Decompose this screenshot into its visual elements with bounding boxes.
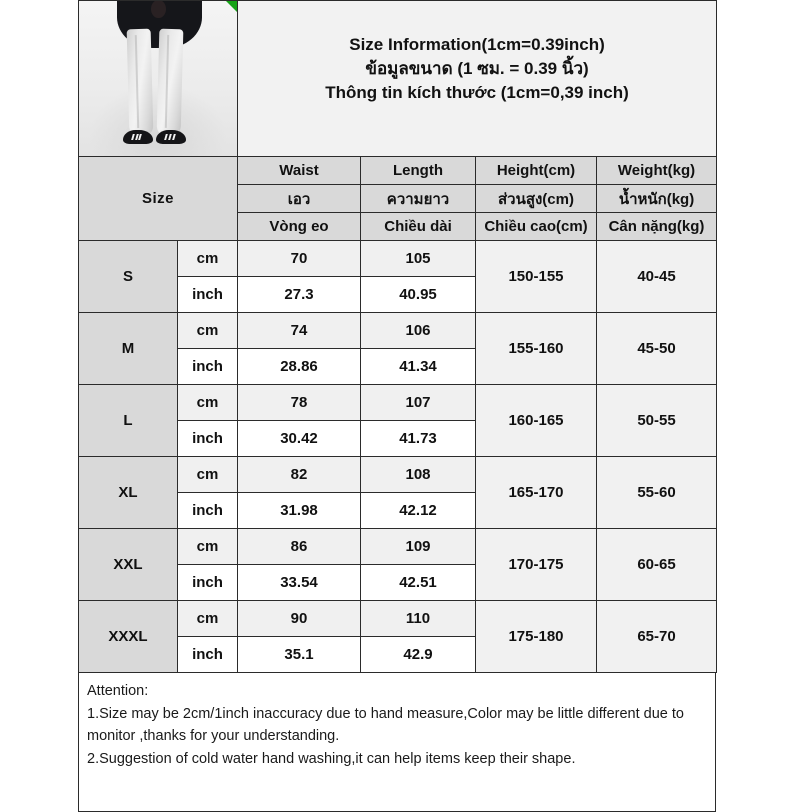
length-inch-xl: 42.12 [360,492,476,529]
table-row: XXL cm 86 109 170-175 60-65 [78,528,718,601]
column-header-weight-vi: Cân nặng(kg) [595,212,718,241]
table-row: M cm 74 106 155-160 45-50 [78,312,718,385]
title-block: Size Information(1cm=0.39inch) ข้อมูลขนา… [248,7,706,105]
attention-box: Attention: 1.Size may be 2cm/1inch inacc… [78,673,716,812]
title-line-english: Size Information(1cm=0.39inch) [349,35,605,54]
title-line-thai: ข้อมูลขนาด (1 ซม. = 0.39 นิ้ว) [365,59,589,79]
size-header-cell: Size [78,156,238,241]
height-l: 160-165 [475,384,597,457]
sneaker-left [123,130,154,145]
size-label-xxl: XXL [78,528,178,601]
waist-inch-s: 27.3 [237,276,361,313]
waist-inch-l: 30.42 [237,420,361,457]
unit-inch-l: inch [177,420,238,457]
attention-note-1: 1.Size may be 2cm/1inch inaccuracy due t… [87,706,684,745]
length-cm-xl: 108 [360,456,476,493]
height-xxl: 170-175 [475,528,597,601]
table-row: L cm 78 107 160-165 50-55 [78,384,718,457]
table-row-header-thai: เอว ความยาว ส่วนสูง(cm) น้ำหนัก(kg) [79,184,718,213]
length-inch-xxxl: 42.9 [360,636,476,673]
length-inch-s: 40.95 [360,276,476,313]
size-label-xl: XL [78,456,178,529]
table-row: S cm 70 105 150-155 40-45 [78,240,718,313]
size-label-xxxl: XXXL [78,600,178,673]
weight-xl: 55-60 [595,456,718,529]
table-row-banner: Size Information(1cm=0.39inch) ข้อมูลขนา… [78,0,718,157]
height-xl: 165-170 [475,456,597,529]
weight-xxxl: 65-70 [595,600,718,673]
column-header-length-en: Length [360,156,476,185]
table-row-header-english: Size Waist Length Height(cm) Weight(kg) [78,156,718,241]
weight-m: 45-50 [595,312,718,385]
waist-inch-xxxl: 35.1 [237,636,361,673]
unit-cm-s: cm [177,240,238,277]
size-label-s: S [78,240,178,313]
column-header-waist-th: เอว [237,184,361,213]
unit-inch-xl: inch [177,492,238,529]
length-cm-m: 106 [360,312,476,349]
product-photo [79,1,237,156]
table-row: inch 28.86 41.34 [79,348,717,385]
weight-l: 50-55 [595,384,718,457]
column-header-weight-en: Weight(kg) [595,156,718,185]
unit-inch-s: inch [177,276,238,313]
table-row: inch 27.3 40.95 [79,276,717,313]
table-row: XL cm 82 108 165-170 55-60 [78,456,718,529]
unit-cm-xxl: cm [177,528,238,565]
size-chart-sheet: Size Information(1cm=0.39inch) ข้อมูลขนา… [78,0,718,812]
length-inch-l: 41.73 [360,420,476,457]
table-row: XXXL cm 90 110 175-180 65-70 [78,600,718,673]
table-row-header-vietnamese: Vòng eo Chiều dài Chiều cao(cm) Cân nặng… [79,212,718,241]
column-header-height-th: ส่วนสูง(cm) [475,184,597,213]
column-header-waist-en: Waist [237,156,361,185]
length-inch-m: 41.34 [360,348,476,385]
column-header-length-vi: Chiều dài [360,212,476,241]
title-cell: Size Information(1cm=0.39inch) ข้อมูลขนา… [236,0,718,157]
column-header-weight-th: น้ำหนัก(kg) [595,184,718,213]
sneaker-right [156,130,187,145]
unit-cm-xl: cm [177,456,238,493]
waist-inch-m: 28.86 [237,348,361,385]
height-xxxl: 175-180 [475,600,597,673]
length-inch-xxl: 42.51 [360,564,476,601]
green-corner-marker-icon [226,1,237,12]
waist-cm-xl: 82 [237,456,361,493]
waist-cm-l: 78 [237,384,361,421]
weight-s: 40-45 [595,240,718,313]
size-information-table: Size Information(1cm=0.39inch) ข้อมูลขนา… [78,0,718,673]
waist-cm-m: 74 [237,312,361,349]
waist-cm-s: 70 [237,240,361,277]
pant-leg-right [156,28,184,135]
unit-inch-xxxl: inch [177,636,238,673]
size-label-l: L [78,384,178,457]
unit-cm-l: cm [177,384,238,421]
title-line-vietnamese: Thông tin kích thước (1cm=0,39 inch) [325,83,629,103]
unit-inch-m: inch [177,348,238,385]
table-row: inch 35.1 42.9 [79,636,717,673]
unit-cm-m: cm [177,312,238,349]
length-cm-s: 105 [360,240,476,277]
waist-cm-xxl: 86 [237,528,361,565]
unit-inch-xxl: inch [177,564,238,601]
weight-xxl: 60-65 [595,528,718,601]
length-cm-xxxl: 110 [360,600,476,637]
length-cm-xxl: 109 [360,528,476,565]
column-header-height-vi: Chiều cao(cm) [475,212,597,241]
waist-cm-xxxl: 90 [237,600,361,637]
height-m: 155-160 [475,312,597,385]
waist-inch-xxl: 33.54 [237,564,361,601]
height-s: 150-155 [475,240,597,313]
attention-note-2: 2.Suggestion of cold water hand washing,… [87,751,576,768]
column-header-length-th: ความยาว [360,184,476,213]
column-header-waist-vi: Vòng eo [237,212,361,241]
column-header-height-en: Height(cm) [475,156,597,185]
waist-inch-xl: 31.98 [237,492,361,529]
pant-leg-left [126,28,154,135]
size-label-m: M [78,312,178,385]
product-image-cell [78,0,238,157]
length-cm-l: 107 [360,384,476,421]
unit-cm-xxxl: cm [177,600,238,637]
attention-heading: Attention: [87,683,149,699]
